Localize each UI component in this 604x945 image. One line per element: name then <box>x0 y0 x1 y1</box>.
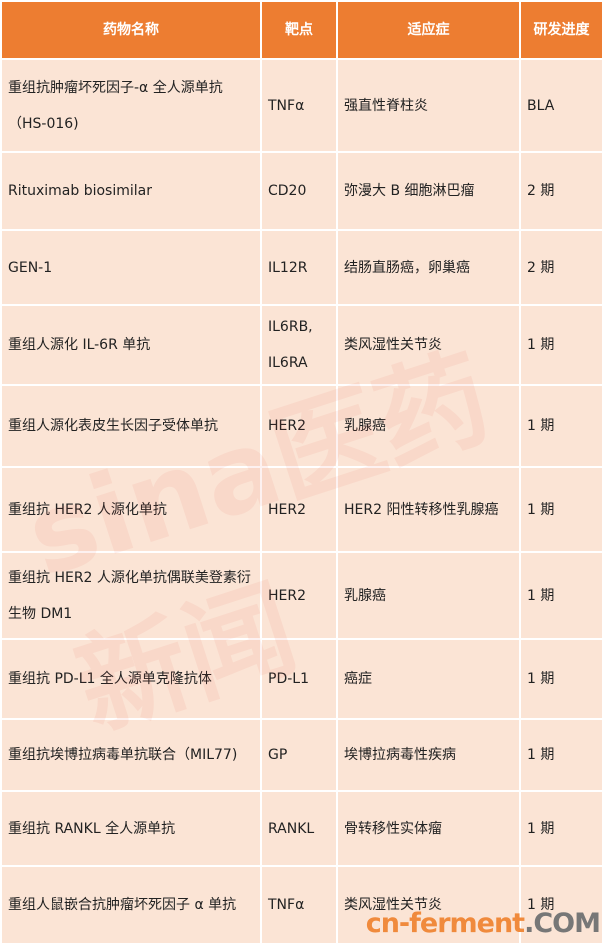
cell-indication: 强直性脊柱炎 <box>336 58 521 153</box>
cell-name: 重组抗 HER2 人源化单抗偶联美登素衍生物 DM1 <box>0 551 262 640</box>
cell-name: 重组抗埃博拉病毒单抗联合（MIL77) <box>0 718 262 792</box>
cell-name: 重组人源化表皮生长因子受体单抗 <box>0 384 262 468</box>
cell-name: 重组抗肿瘤坏死因子-α 全人源单抗（HS-016) <box>0 58 262 153</box>
header-indication: 适应症 <box>336 0 521 60</box>
cell-name: 重组抗 RANKL 全人源单抗 <box>0 790 262 867</box>
cell-target: IL6RB, IL6RA <box>260 304 338 386</box>
cell-target: PD-L1 <box>260 638 338 720</box>
table-row: 重组抗 RANKL 全人源单抗 RANKL 骨转移性实体瘤 1 期 <box>0 790 604 867</box>
cell-name: Rituximab biosimilar <box>0 151 262 231</box>
cell-target: RANKL <box>260 790 338 867</box>
table-row: 重组抗肿瘤坏死因子-α 全人源单抗（HS-016) TNFα 强直性脊柱炎 BLA <box>0 58 604 153</box>
table-row: 重组抗 HER2 人源化单抗偶联美登素衍生物 DM1 HER2 乳腺癌 1 期 <box>0 551 604 640</box>
cell-name: 重组抗 HER2 人源化单抗 <box>0 466 262 553</box>
cell-stage: BLA <box>519 58 604 153</box>
table-row: 重组抗 HER2 人源化单抗 HER2 HER2 阳性转移性乳腺癌 1 期 <box>0 466 604 553</box>
cell-indication: 弥漫大 B 细胞淋巴瘤 <box>336 151 521 231</box>
cell-stage: 1 期 <box>519 638 604 720</box>
header-row: 药物名称 靶点 适应症 研发进度 <box>0 0 604 60</box>
table-row: 重组人鼠嵌合抗肿瘤坏死因子 α 单抗 TNFα 类风湿性关节炎 1 期 <box>0 865 604 945</box>
cell-stage: 1 期 <box>519 551 604 640</box>
table-row: GEN-1 IL12R 结肠直肠癌，卵巢癌 2 期 <box>0 229 604 306</box>
cell-indication: 乳腺癌 <box>336 551 521 640</box>
cell-indication: 骨转移性实体瘤 <box>336 790 521 867</box>
cell-indication: 埃博拉病毒性疾病 <box>336 718 521 792</box>
cell-target: HER2 <box>260 466 338 553</box>
cell-stage: 1 期 <box>519 790 604 867</box>
cell-stage: 1 期 <box>519 304 604 386</box>
cell-indication: 癌症 <box>336 638 521 720</box>
cell-indication: 结肠直肠癌，卵巢癌 <box>336 229 521 306</box>
cell-target: TNFα <box>260 58 338 153</box>
cell-name: 重组人鼠嵌合抗肿瘤坏死因子 α 单抗 <box>0 865 262 945</box>
cell-target: HER2 <box>260 384 338 468</box>
cell-name: GEN-1 <box>0 229 262 306</box>
cell-target: TNFα <box>260 865 338 945</box>
cell-indication: HER2 阳性转移性乳腺癌 <box>336 466 521 553</box>
cell-target: IL12R <box>260 229 338 306</box>
cell-target: GP <box>260 718 338 792</box>
table-row: Rituximab biosimilar CD20 弥漫大 B 细胞淋巴瘤 2 期 <box>0 151 604 231</box>
cell-name: 重组人源化 IL-6R 单抗 <box>0 304 262 386</box>
cell-name: 重组抗 PD-L1 全人源单克隆抗体 <box>0 638 262 720</box>
cn-ferment-watermark: cn-ferment.COM <box>365 908 601 939</box>
cell-stage: 2 期 <box>519 229 604 306</box>
cell-target: HER2 <box>260 551 338 640</box>
table-row: 重组人源化 IL-6R 单抗 IL6RB, IL6RA 类风湿性关节炎 1 期 <box>0 304 604 386</box>
cell-stage: 1 期 <box>519 466 604 553</box>
table-row: 重组抗 PD-L1 全人源单克隆抗体 PD-L1 癌症 1 期 <box>0 638 604 720</box>
cell-stage: 1 期 <box>519 865 604 945</box>
cell-stage: 1 期 <box>519 718 604 792</box>
header-target: 靶点 <box>260 0 338 60</box>
header-stage: 研发进度 <box>519 0 604 60</box>
header-name: 药物名称 <box>0 0 262 60</box>
cell-stage: 2 期 <box>519 151 604 231</box>
cell-stage: 1 期 <box>519 384 604 468</box>
table-row: 重组人源化表皮生长因子受体单抗 HER2 乳腺癌 1 期 <box>0 384 604 468</box>
cell-target: CD20 <box>260 151 338 231</box>
cell-indication: 乳腺癌 <box>336 384 521 468</box>
cell-indication: 类风湿性关节炎 <box>336 865 521 945</box>
table-row: 重组抗埃博拉病毒单抗联合（MIL77) GP 埃博拉病毒性疾病 1 期 <box>0 718 604 792</box>
cell-indication: 类风湿性关节炎 <box>336 304 521 386</box>
